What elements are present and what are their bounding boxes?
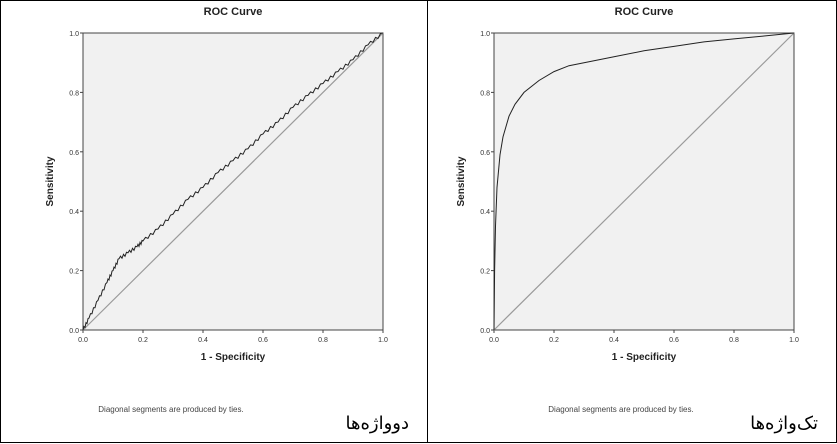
ties-note-left: Diagonal segments are produced by ties. xyxy=(98,405,244,414)
caption-right: تک‌واژه‌ها xyxy=(750,413,818,434)
y-tick-label-right-2: 0.4 xyxy=(480,209,490,216)
y-tick-label-left-4: 0.8 xyxy=(69,90,79,97)
roc-panel-left: ROC Curve 1 - Specificity Sensitivity 0.0 0.… xyxy=(0,0,428,443)
roc-curve-right xyxy=(493,32,795,331)
x-tick-label-left-2: 0.4 xyxy=(198,337,208,344)
y-tick-label-right-0: 0.0 xyxy=(480,328,490,335)
reference-diagonal-right xyxy=(493,32,795,331)
x-tick-label-left-1: 0.2 xyxy=(138,337,148,344)
x-tick-label-left-5: 1.0 xyxy=(378,337,388,344)
x-axis-label-right: 1 - Specificity xyxy=(612,352,677,363)
y-tick-label-right-4: 0.8 xyxy=(480,90,490,97)
y-tick-label-left-5: 1.0 xyxy=(69,31,79,38)
x-tick-label-right-3: 0.6 xyxy=(669,337,679,344)
x-tick-label-right-5: 1.0 xyxy=(789,337,799,344)
roc-chart-right: ROC Curve 1 - Specificity Sensitivity 0.0 0.… xyxy=(456,6,799,363)
chart-title-right: ROC Curve xyxy=(615,6,674,18)
caption-left: دوواژه‌ها xyxy=(345,413,409,434)
x-tick-label-left-3: 0.6 xyxy=(258,337,268,344)
x-tick-label-left-4: 0.8 xyxy=(318,337,328,344)
y-tick-label-right-5: 1.0 xyxy=(480,31,490,38)
x-tick-label-left-0: 0.0 xyxy=(78,337,88,344)
ties-note-right: Diagonal segments are produced by ties. xyxy=(548,405,694,414)
y-tick-label-left-3: 0.6 xyxy=(69,150,79,157)
y-tick-label-left-2: 0.4 xyxy=(69,209,79,216)
x-tick-label-right-0: 0.0 xyxy=(489,337,499,344)
chart-title-left: ROC Curve xyxy=(204,6,263,18)
x-tick-label-right-2: 0.4 xyxy=(609,337,619,344)
roc-curve-left xyxy=(82,32,384,331)
x-axis-label-left: 1 - Specificity xyxy=(201,352,266,363)
roc-panel-right: ROC Curve 1 - Specificity Sensitivity 0.0 0.… xyxy=(427,0,837,443)
roc-chart-left: ROC Curve 1 - Specificity Sensitivity 0.0 0.… xyxy=(45,6,388,363)
reference-diagonal-left xyxy=(82,32,384,331)
y-axis-label-left: Sensitivity xyxy=(45,156,56,206)
y-tick-label-right-3: 0.6 xyxy=(480,150,490,157)
y-tick-label-left-0: 0.0 xyxy=(69,328,79,335)
x-tick-label-right-1: 0.2 xyxy=(549,337,559,344)
y-axis-label-right: Sensitivity xyxy=(456,156,467,206)
y-tick-label-left-1: 0.2 xyxy=(69,269,79,276)
y-tick-label-right-1: 0.2 xyxy=(480,269,490,276)
x-tick-label-right-4: 0.8 xyxy=(729,337,739,344)
